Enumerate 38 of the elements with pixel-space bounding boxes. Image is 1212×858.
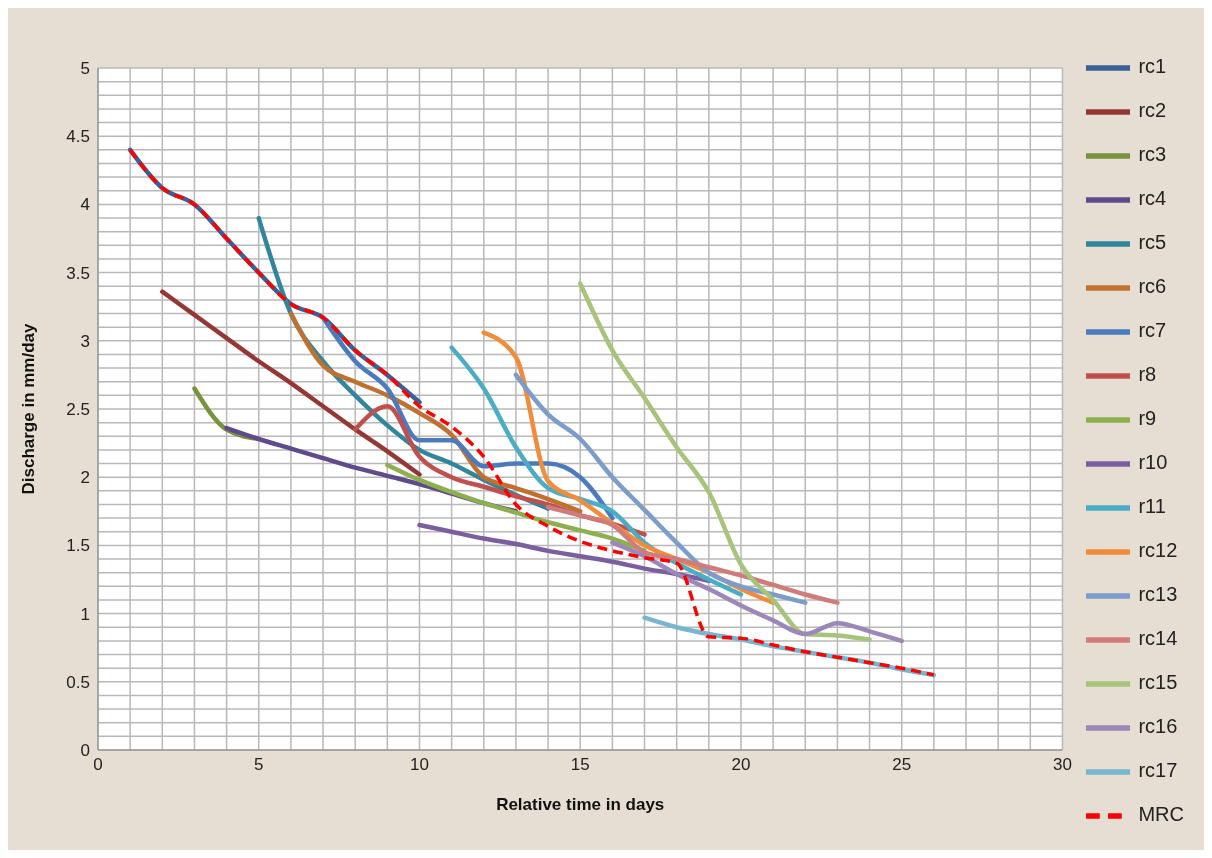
y-tick-label: 4.5 [66, 127, 90, 147]
legend-label: rc14 [1138, 627, 1178, 650]
y-tick-label: 0.5 [66, 672, 90, 692]
x-tick-label: 25 [892, 755, 912, 775]
legend-label: rc7 [1138, 319, 1167, 342]
y-tick-label: 1 [80, 604, 90, 624]
x-tick-label: 20 [731, 755, 751, 775]
legend-label: rc17 [1138, 759, 1178, 782]
y-tick-label: 2 [80, 468, 90, 488]
x-tick-label: 10 [410, 755, 429, 775]
legend-label: rc16 [1138, 715, 1178, 738]
legend-label: r9 [1138, 407, 1157, 430]
legend-label: rc13 [1138, 583, 1178, 606]
legend-label: r10 [1138, 451, 1168, 474]
y-tick-label: 3 [80, 331, 90, 351]
y-tick-label: 4 [80, 195, 90, 215]
y-tick-label: 1.5 [66, 536, 90, 556]
x-tick-label: 0 [93, 755, 103, 775]
y-tick-label: 5 [80, 59, 90, 79]
legend-label: rc15 [1138, 671, 1178, 694]
legend-label: r8 [1138, 363, 1157, 386]
legend-label: rc1 [1138, 55, 1167, 78]
x-tick-label: 15 [570, 755, 590, 775]
y-axis-title: Discharge in mm/day [19, 322, 39, 495]
y-tick-label: 2.5 [66, 400, 90, 420]
legend-label: rc12 [1138, 539, 1178, 562]
legend-label: rc2 [1138, 99, 1167, 122]
x-tick-label: 5 [254, 755, 264, 775]
legend-label: rc6 [1138, 275, 1167, 298]
legend-label: MRC [1138, 803, 1184, 826]
y-tick-label: 0 [80, 741, 90, 761]
legend-label: rc4 [1138, 187, 1167, 210]
x-axis-title: Relative time in days [496, 795, 665, 814]
legend-label: r11 [1138, 495, 1166, 518]
y-tick-label: 3.5 [66, 263, 90, 283]
legend-label: rc3 [1138, 143, 1167, 166]
legend-label: rc5 [1138, 231, 1167, 254]
x-tick-label: 30 [1052, 755, 1072, 775]
